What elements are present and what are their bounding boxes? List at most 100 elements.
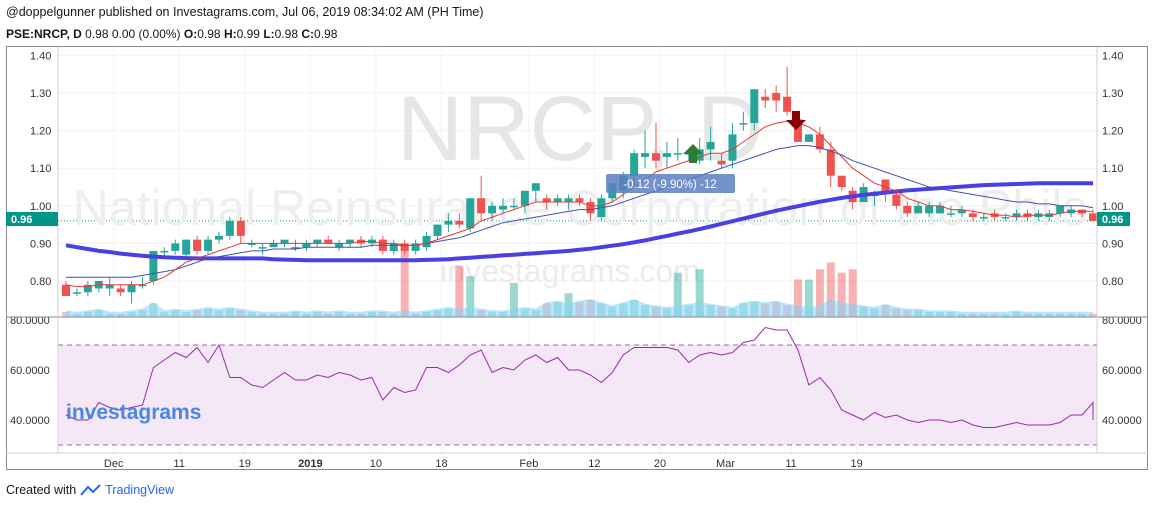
volume-bar — [804, 279, 813, 317]
candle-body — [1089, 213, 1097, 221]
volume-bar — [673, 272, 682, 317]
candle-body — [695, 149, 704, 161]
price-badge-left-text: 0.96 — [11, 214, 32, 226]
candle-body — [575, 198, 584, 203]
candle-body — [444, 220, 453, 225]
price-tick-right: 1.30 — [1102, 88, 1123, 100]
candle-body — [662, 153, 671, 157]
created-with-label: Created with — [6, 483, 77, 497]
candle-body — [499, 205, 508, 210]
price-tick-right: 1.10 — [1102, 163, 1123, 175]
investagrams-logo: investagrams — [66, 401, 201, 424]
candle-body — [936, 205, 945, 214]
candle-body — [586, 202, 595, 214]
candle-body — [182, 239, 191, 255]
rsi-tick-left: 80.0000 — [10, 315, 50, 327]
price-tick-left: 0.90 — [30, 238, 51, 250]
candle-body — [979, 217, 988, 219]
candle-body — [761, 96, 770, 101]
low-label: L: — [263, 27, 275, 41]
price-tick-right: 1.20 — [1102, 126, 1123, 138]
candle-body — [957, 209, 966, 214]
rsi-tick-left: 60.0000 — [10, 365, 50, 377]
high-value: 0.99 — [236, 27, 260, 41]
open-value: 0.98 — [197, 27, 221, 41]
candle-body — [892, 194, 901, 206]
candle-body — [783, 96, 792, 112]
price-change: 0.00 (0.00%) — [111, 27, 181, 41]
time-tick: Dec — [104, 458, 124, 470]
ma-mid-line — [66, 145, 1094, 278]
candle-body — [1056, 205, 1065, 214]
time-tick: 20 — [654, 458, 666, 470]
candle-body — [520, 190, 529, 206]
time-tick: 12 — [588, 458, 600, 470]
candle-body — [280, 239, 289, 244]
candle-body — [553, 198, 562, 203]
time-tick: 11 — [174, 458, 185, 470]
time-tick: 10 — [370, 458, 382, 470]
price-badge-left: 0.96 — [6, 212, 58, 226]
moving-average-lines — [65, 120, 1094, 288]
low-value: 0.98 — [274, 27, 299, 41]
candle-body — [83, 284, 92, 293]
price-badge-right: 0.96 — [1097, 212, 1130, 226]
candle-body — [193, 239, 202, 251]
price-tick-right: 1.00 — [1102, 201, 1123, 213]
rsi-line — [65, 326, 1094, 428]
last-price: 0.98 — [85, 27, 109, 41]
candle-body — [171, 243, 180, 251]
candle-body — [826, 149, 835, 176]
candle-body — [946, 213, 955, 215]
sell-arrow-icon — [786, 111, 806, 130]
time-tick: Feb — [519, 458, 538, 470]
high-label: H: — [223, 27, 237, 41]
watermark-ticker: NRCP, D — [397, 78, 763, 180]
price-tick-left: 0.80 — [30, 276, 51, 288]
candle-body — [247, 243, 256, 245]
candle-body — [269, 243, 278, 248]
candle-body — [335, 243, 344, 248]
time-tick: 18 — [435, 458, 447, 470]
candle-body — [127, 284, 136, 293]
candle-body — [717, 160, 726, 165]
axis-labels: 0.80 0.80 0.90 0.90 1.00 1.00 1.10 1.10 1.20 1.20… — [10, 50, 1142, 470]
candle-body — [72, 292, 81, 294]
candle-body — [138, 284, 147, 287]
rsi-tick-right: 80.0000 — [1102, 315, 1142, 327]
chart-frame[interactable] — [6, 46, 1148, 470]
tradingview-link[interactable]: TradingView — [80, 483, 174, 497]
rsi-band — [58, 345, 1097, 445]
candle-body — [422, 235, 431, 248]
candle-body — [531, 183, 540, 191]
candle-body — [815, 134, 824, 150]
measure-annotation[interactable]: -0.12 (-9.90%) -12 — [606, 174, 735, 193]
ma-fast-line — [65, 120, 1093, 288]
price-tick-left: 1.30 — [30, 88, 51, 100]
candle-body — [400, 243, 409, 251]
price-tick-left: 1.20 — [30, 126, 51, 138]
candle-body — [881, 179, 890, 191]
price-tick-right: 1.40 — [1102, 50, 1123, 62]
rsi-panel — [58, 326, 1097, 446]
volume-bar — [826, 262, 835, 317]
close-label: C: — [301, 27, 315, 41]
volume-bar — [815, 269, 824, 317]
time-tick: 2019 — [298, 458, 322, 470]
candle-body — [728, 134, 737, 161]
candle-body — [630, 153, 639, 176]
measure-annotation-text: -0.12 (-9.90%) -12 — [623, 179, 716, 191]
time-tick: 19 — [239, 458, 251, 470]
candle-body — [509, 205, 518, 208]
candle-body — [236, 220, 245, 236]
time-tick: Mar — [716, 458, 735, 470]
candle-body — [564, 198, 573, 203]
candle-body — [837, 175, 846, 187]
tradingview-label: TradingView — [105, 483, 174, 497]
volume-bars — [62, 248, 1097, 317]
candle-body — [968, 213, 977, 218]
candle-body — [641, 153, 650, 157]
volume-bar — [466, 276, 475, 317]
candle-body — [149, 250, 158, 281]
